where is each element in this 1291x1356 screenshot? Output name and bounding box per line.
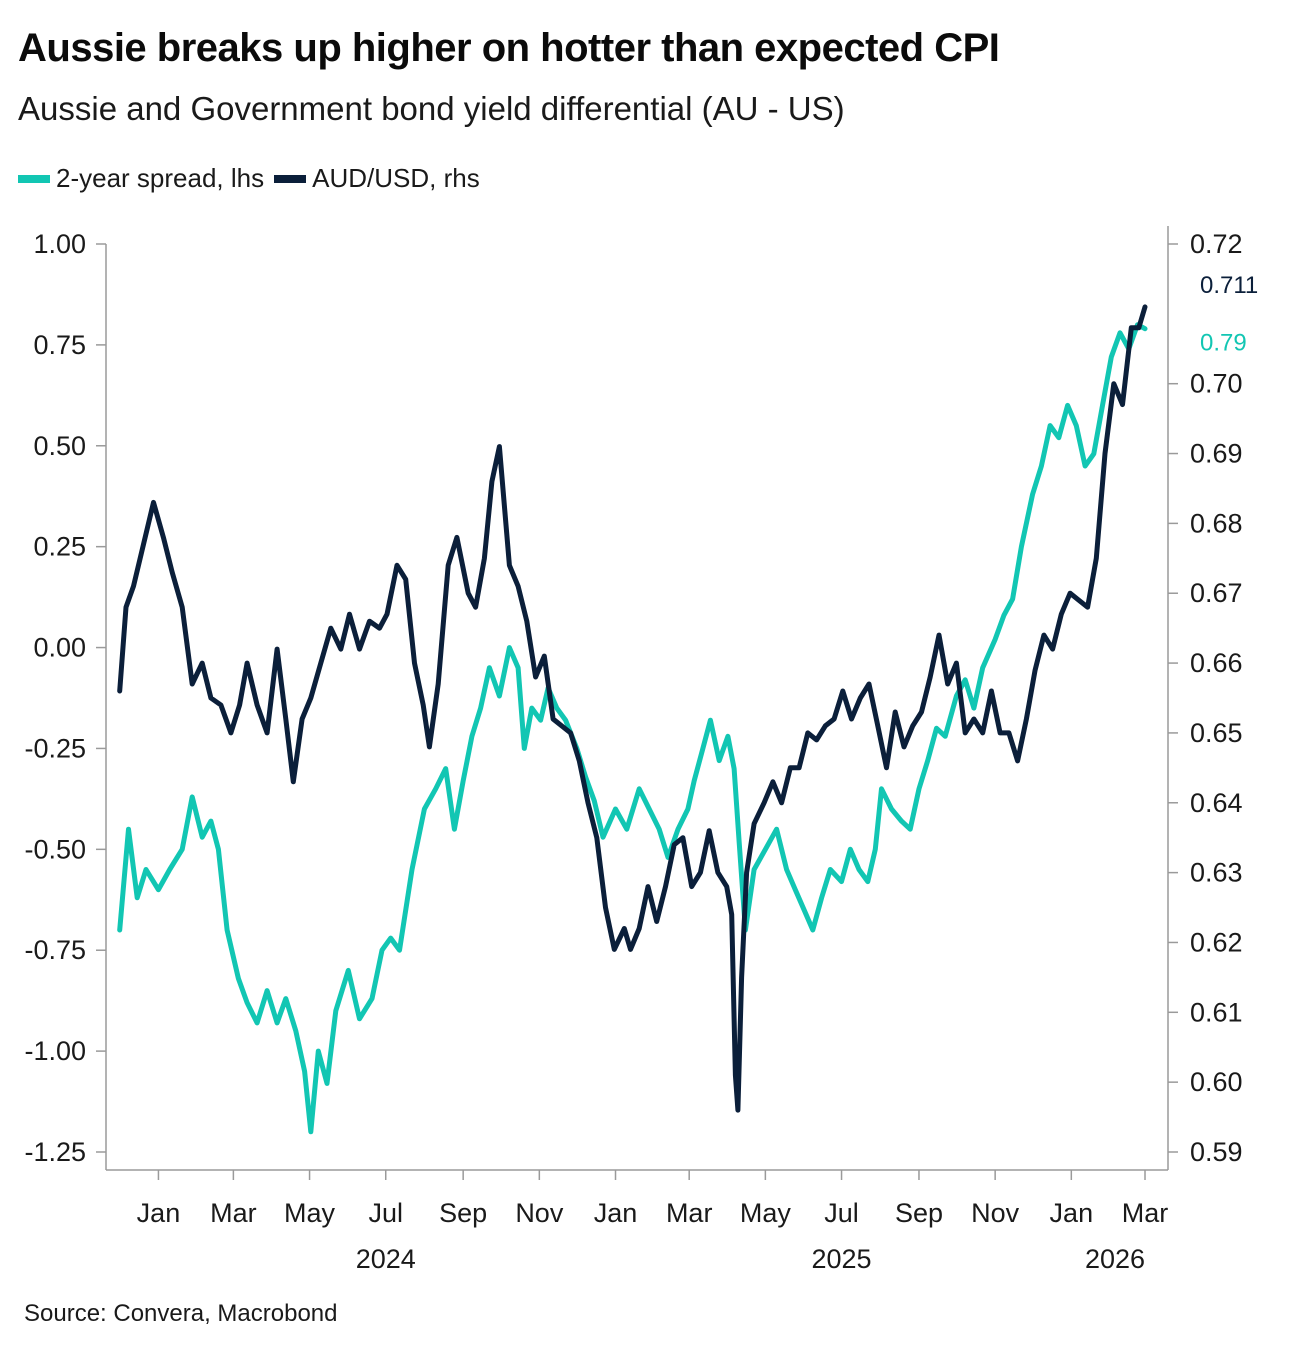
source-note: Source: Convera, Macrobond [24, 1300, 338, 1327]
left-tick-label: 0.00 [33, 633, 86, 663]
x-tick-label: Sep [895, 1198, 943, 1228]
x-tick-label: May [284, 1198, 336, 1228]
right-tick-label: 0.70 [1190, 369, 1243, 399]
left-tick-label: 0.75 [33, 330, 86, 360]
right-tick-label: 0.69 [1190, 439, 1243, 469]
x-year-label: 2025 [812, 1244, 872, 1274]
legend-swatch-audusd [274, 174, 307, 183]
right-tick-label: 0.63 [1190, 858, 1243, 888]
x-tick-label: May [740, 1198, 792, 1228]
x-tick-label: Jul [824, 1198, 859, 1228]
right-tick-label: 0.68 [1190, 508, 1243, 538]
chart-title: Aussie breaks up higher on hotter than e… [18, 26, 1000, 70]
chart-subtitle: Aussie and Government bond yield differe… [18, 90, 845, 127]
series-line-audusd [117, 304, 1148, 1113]
x-tick-label: Sep [439, 1198, 487, 1228]
legend-item-audusd: AUD/USD, rhs [274, 163, 480, 194]
right-tick-label: 0.65 [1190, 718, 1243, 748]
left-tick-label: 0.25 [33, 532, 86, 562]
legend: 2-year spread, lhs AUD/USD, rhs [18, 163, 490, 194]
x-tick-label: Mar [666, 1198, 713, 1228]
legend-swatch-spread [18, 174, 50, 183]
right-tick-label: 0.61 [1190, 997, 1243, 1027]
left-tick-label: -1.25 [24, 1137, 86, 1167]
right-tick-label: 0.60 [1190, 1067, 1243, 1097]
series-line-spread [117, 322, 1148, 1135]
right-tick-label: 0.59 [1190, 1137, 1243, 1167]
x-year-label: 2024 [356, 1244, 416, 1274]
x-tick-label: Mar [1122, 1198, 1169, 1228]
x-tick-label: Mar [210, 1198, 257, 1228]
left-tick-label: 1.00 [33, 229, 86, 259]
x-tick-label: Jan [137, 1198, 181, 1228]
legend-label-spread: 2-year spread, lhs [56, 163, 265, 193]
left-tick-label: -0.50 [24, 834, 86, 864]
right-tick-label: 0.62 [1190, 927, 1243, 957]
end-label-spread: 0.79 [1200, 330, 1247, 357]
left-tick-label: 0.50 [33, 431, 86, 461]
x-tick-label: Jul [368, 1198, 403, 1228]
right-tick-label: 0.66 [1190, 648, 1243, 678]
line-chart: 1.00 0.75 0.50 0.25 0.00 -0.25 -0.50 -0.75 -1.00… [24, 226, 1258, 1274]
right-tick-label: 0.64 [1190, 788, 1243, 818]
legend-label-audusd: AUD/USD, rhs [312, 163, 480, 193]
right-tick-label: 0.72 [1190, 229, 1243, 259]
x-year-label: 2026 [1085, 1244, 1145, 1274]
x-tick-label: Jan [594, 1198, 638, 1228]
legend-item-spread: 2-year spread, lhs [18, 163, 264, 194]
right-tick-label: 0.67 [1190, 578, 1243, 608]
x-tick-label: Jan [1050, 1198, 1094, 1228]
left-tick-label: -1.00 [24, 1036, 86, 1066]
x-tick-label: Nov [971, 1198, 1020, 1228]
end-label-audusd: 0.711 [1200, 272, 1258, 299]
left-tick-label: -0.75 [24, 935, 86, 965]
left-tick-label: -0.25 [24, 733, 86, 763]
x-tick-label: Nov [515, 1198, 564, 1228]
